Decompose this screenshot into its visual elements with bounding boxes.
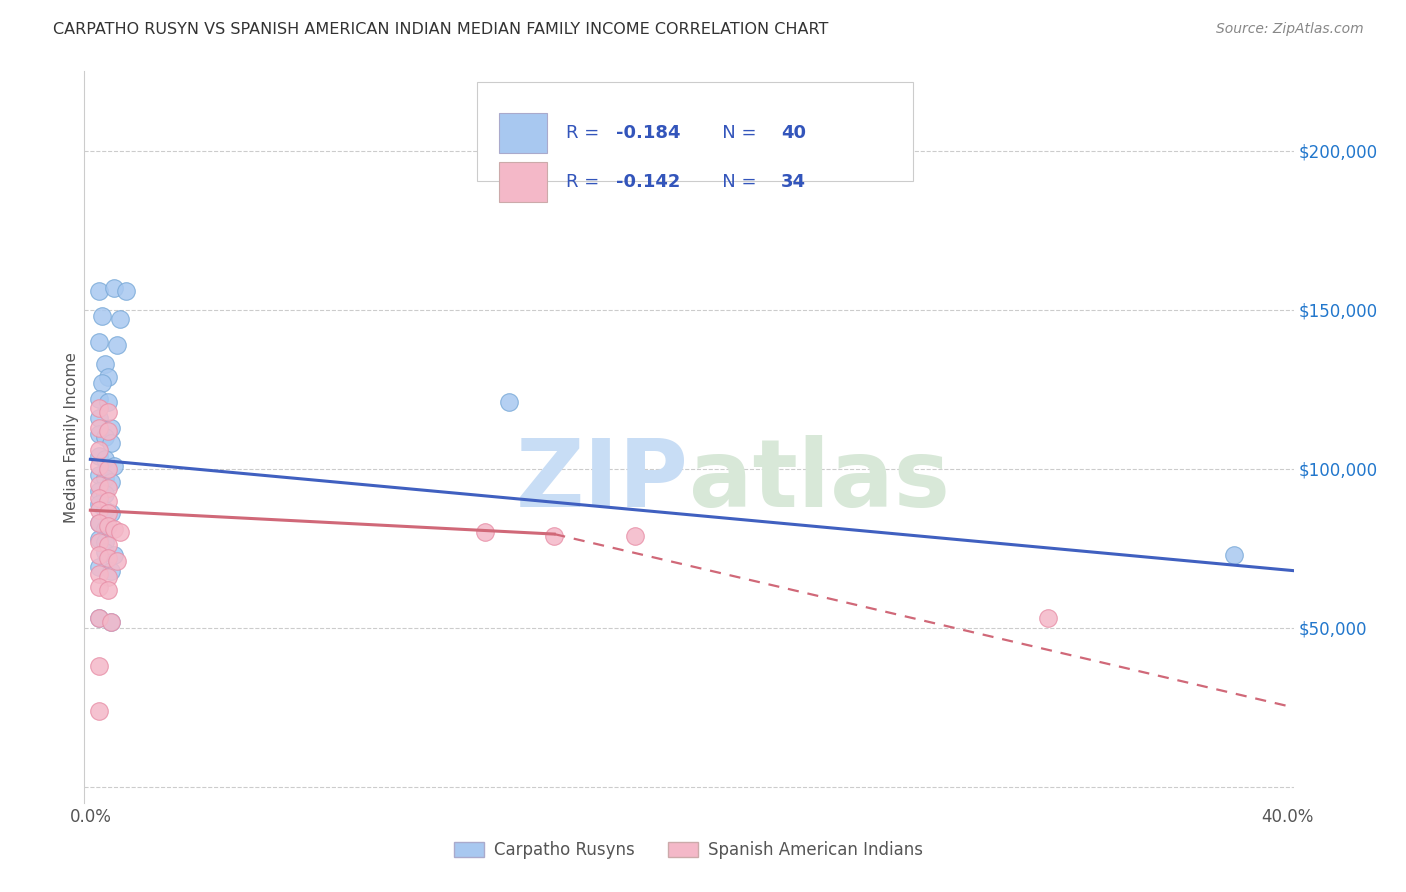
Point	[89, 334, 111, 349]
Point	[97, 462, 120, 476]
FancyBboxPatch shape	[499, 162, 547, 202]
Point	[105, 338, 128, 352]
Point	[97, 404, 120, 418]
Point	[89, 548, 111, 562]
Point	[97, 582, 120, 597]
Point	[97, 395, 120, 409]
Point	[97, 550, 120, 565]
Point	[89, 477, 111, 491]
Point	[94, 535, 117, 549]
Point	[89, 611, 111, 625]
Point	[89, 611, 111, 625]
Point	[89, 566, 111, 581]
Point	[103, 548, 125, 562]
Point	[543, 529, 565, 543]
Point	[89, 420, 111, 434]
Point	[94, 544, 117, 558]
Point	[103, 458, 125, 473]
Point	[100, 420, 122, 434]
Point	[100, 615, 122, 629]
Point	[89, 411, 111, 425]
Point	[97, 493, 120, 508]
Point	[89, 284, 111, 298]
Point	[94, 471, 117, 485]
Point	[89, 458, 111, 473]
Point	[97, 507, 120, 521]
Y-axis label: Median Family Income: Median Family Income	[63, 351, 79, 523]
Point	[100, 507, 122, 521]
Text: 40: 40	[780, 124, 806, 142]
Legend: Carpatho Rusyns, Spanish American Indians: Carpatho Rusyns, Spanish American Indian…	[446, 833, 932, 868]
Point	[97, 424, 120, 438]
Point	[89, 392, 111, 406]
Point	[89, 497, 111, 511]
Point	[94, 503, 117, 517]
Text: ZIP: ZIP	[516, 435, 689, 527]
Point	[110, 525, 132, 540]
Point	[103, 280, 125, 294]
Point	[100, 615, 122, 629]
Point	[97, 481, 120, 495]
Point	[103, 522, 125, 536]
Point	[97, 570, 120, 584]
Point	[1222, 548, 1244, 562]
Text: Source: ZipAtlas.com: Source: ZipAtlas.com	[1216, 22, 1364, 37]
Point	[498, 395, 520, 409]
Point	[89, 580, 111, 594]
Point	[97, 538, 120, 552]
Point	[100, 475, 122, 489]
Point	[94, 487, 117, 501]
Text: -0.184: -0.184	[616, 124, 681, 142]
Point	[89, 535, 111, 549]
Text: atlas: atlas	[689, 435, 950, 527]
Point	[97, 369, 120, 384]
Text: N =: N =	[704, 173, 762, 191]
Point	[89, 468, 111, 483]
Point	[110, 312, 132, 326]
Point	[89, 484, 111, 499]
Point	[89, 401, 111, 416]
Point	[89, 560, 111, 574]
Point	[105, 554, 128, 568]
Text: 34: 34	[780, 173, 806, 191]
Point	[1036, 611, 1059, 625]
Point	[89, 426, 111, 441]
Point	[94, 430, 117, 444]
Point	[89, 659, 111, 673]
Point	[89, 532, 111, 546]
Point	[89, 442, 111, 457]
FancyBboxPatch shape	[478, 82, 912, 181]
Text: N =: N =	[704, 124, 762, 142]
Point	[91, 310, 114, 324]
Point	[94, 452, 117, 467]
Point	[89, 516, 111, 530]
Point	[89, 503, 111, 517]
Point	[100, 564, 122, 578]
Point	[474, 525, 496, 540]
Point	[89, 516, 111, 530]
Point	[94, 522, 117, 536]
Point	[115, 284, 138, 298]
Point	[89, 704, 111, 718]
Point	[97, 519, 120, 533]
Point	[91, 376, 114, 390]
Text: -0.142: -0.142	[616, 173, 681, 191]
Text: R =: R =	[565, 124, 605, 142]
Point	[89, 491, 111, 505]
Text: CARPATHO RUSYN VS SPANISH AMERICAN INDIAN MEDIAN FAMILY INCOME CORRELATION CHART: CARPATHO RUSYN VS SPANISH AMERICAN INDIA…	[53, 22, 828, 37]
Point	[89, 449, 111, 463]
Point	[624, 529, 647, 543]
Point	[94, 357, 117, 371]
FancyBboxPatch shape	[499, 113, 547, 153]
Point	[100, 436, 122, 450]
Text: R =: R =	[565, 173, 605, 191]
